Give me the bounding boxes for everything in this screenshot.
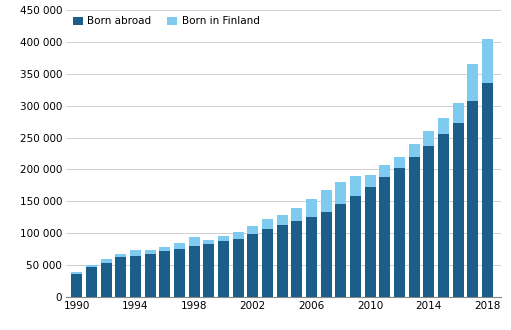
Bar bbox=[335, 205, 346, 297]
Bar bbox=[203, 240, 214, 244]
Bar bbox=[306, 217, 317, 297]
Legend: Born abroad, Born in Finland: Born abroad, Born in Finland bbox=[69, 13, 263, 29]
Bar bbox=[306, 199, 317, 217]
Bar bbox=[86, 265, 97, 267]
Bar bbox=[189, 246, 200, 297]
Bar bbox=[350, 196, 361, 297]
Bar bbox=[276, 215, 288, 225]
Bar bbox=[335, 182, 346, 205]
Bar bbox=[71, 272, 82, 274]
Bar bbox=[159, 247, 170, 251]
Bar bbox=[115, 254, 126, 257]
Bar bbox=[468, 101, 478, 297]
Bar bbox=[394, 168, 405, 297]
Bar bbox=[409, 144, 420, 157]
Bar bbox=[145, 254, 155, 297]
Bar bbox=[453, 103, 463, 123]
Bar bbox=[86, 267, 97, 297]
Bar bbox=[321, 212, 332, 297]
Bar bbox=[379, 177, 390, 297]
Bar bbox=[145, 250, 155, 254]
Bar bbox=[424, 131, 434, 146]
Bar bbox=[159, 251, 170, 297]
Bar bbox=[247, 225, 258, 235]
Bar bbox=[291, 221, 303, 297]
Bar bbox=[276, 225, 288, 297]
Bar bbox=[233, 239, 244, 297]
Bar bbox=[71, 274, 82, 297]
Bar bbox=[203, 244, 214, 297]
Bar bbox=[218, 242, 229, 297]
Bar bbox=[482, 83, 493, 297]
Bar bbox=[379, 165, 390, 177]
Bar bbox=[453, 123, 463, 297]
Bar bbox=[101, 263, 111, 297]
Bar bbox=[174, 248, 185, 297]
Bar bbox=[365, 175, 376, 187]
Bar bbox=[247, 235, 258, 297]
Bar bbox=[101, 259, 111, 263]
Bar bbox=[424, 146, 434, 297]
Bar bbox=[291, 208, 303, 221]
Bar bbox=[174, 244, 185, 248]
Bar bbox=[468, 64, 478, 101]
Bar bbox=[438, 118, 449, 134]
Bar bbox=[438, 134, 449, 297]
Bar bbox=[262, 229, 273, 297]
Bar bbox=[482, 39, 493, 83]
Bar bbox=[233, 232, 244, 239]
Bar bbox=[409, 157, 420, 297]
Bar bbox=[218, 236, 229, 242]
Bar bbox=[189, 237, 200, 246]
Bar bbox=[262, 219, 273, 229]
Bar bbox=[115, 257, 126, 297]
Bar bbox=[365, 187, 376, 297]
Bar bbox=[394, 157, 405, 168]
Bar bbox=[130, 250, 141, 255]
Bar bbox=[321, 190, 332, 212]
Bar bbox=[350, 176, 361, 196]
Bar bbox=[130, 255, 141, 297]
